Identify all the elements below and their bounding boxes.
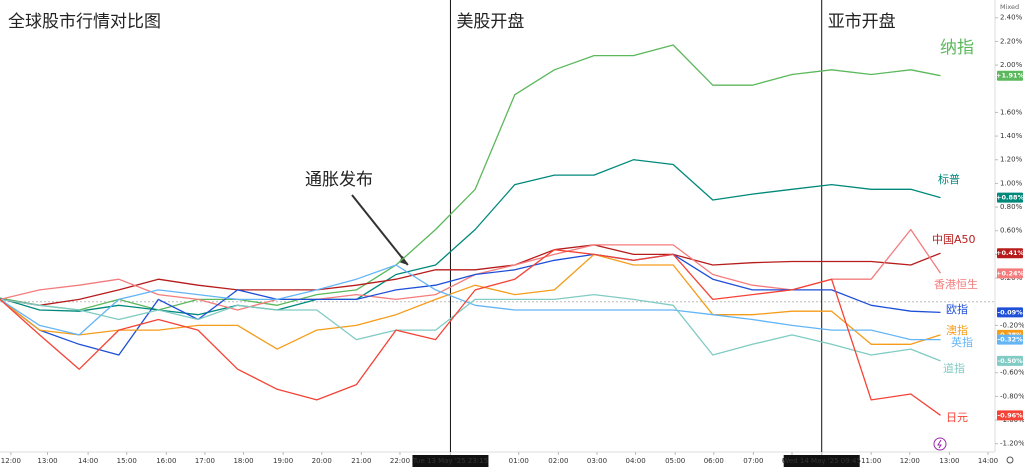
x-tick-highlight	[412, 455, 489, 467]
y-tick-label: 1.00%	[1000, 179, 1023, 187]
value-badge	[997, 334, 1023, 345]
x-tick-label: 11:00	[861, 457, 881, 465]
y-tick-label: -0.60%	[1000, 369, 1024, 377]
series-name: 欧指	[946, 302, 968, 316]
x-tick-label: 12:00	[1, 457, 21, 465]
y-tick-label: 1.40%	[1000, 132, 1023, 140]
x-tick-label: 06:00	[704, 457, 724, 465]
x-tick-label: 19:00	[273, 457, 293, 465]
x-tick-label: 05:00	[665, 457, 685, 465]
x-tick-label: 16:00	[156, 457, 176, 465]
value-badge-label: -0.32%	[997, 336, 1023, 344]
series-name: 标普	[938, 172, 960, 186]
x-tick-label: 04:00	[625, 457, 645, 465]
y-tick-label: 2.40%	[1000, 14, 1023, 22]
series-line	[0, 293, 941, 362]
alert-icon[interactable]	[933, 437, 947, 451]
value-badge	[997, 410, 1023, 421]
x-tick-label: 03:00	[587, 457, 607, 465]
x-tick-label: 12:00	[900, 457, 920, 465]
x-tick-label: 17:00	[195, 457, 215, 465]
value-badge	[997, 355, 1023, 366]
value-badge-label: -0.50%	[997, 357, 1023, 365]
value-badge-label: +1.91%	[996, 72, 1024, 80]
scale-mode: Mixed	[1000, 3, 1019, 11]
value-badge-label: +0.24%	[996, 269, 1024, 277]
y-tick-label: -0.20%	[1000, 321, 1024, 329]
series-name: 日元	[946, 411, 968, 424]
x-tick-label: 22:00	[390, 457, 410, 465]
x-tick-label: 13:00	[939, 457, 959, 465]
y-tick-label: -0.80%	[1000, 392, 1024, 400]
series-line	[0, 253, 941, 350]
series-name: 纳指	[940, 38, 974, 58]
y-tick-label: 0.80%	[1000, 203, 1023, 211]
y-tick-label: 2.20%	[1000, 37, 1023, 45]
x-tick-label: 14:00	[78, 457, 98, 465]
x-tick-label: 15:00	[117, 457, 137, 465]
value-badge	[997, 307, 1023, 318]
series-line	[0, 249, 941, 416]
x-tick-label: Tue 13 May '25 23:15	[412, 457, 488, 465]
x-tick-label: 14:00	[978, 457, 998, 465]
value-badge-label: +0.88%	[996, 194, 1024, 202]
x-tick-label: Wed 14 May '25 09:45	[782, 457, 861, 465]
series-name: 英指	[951, 335, 973, 349]
series-line	[0, 264, 941, 341]
series-name: 道指	[943, 361, 965, 375]
series-name: 澳指	[946, 323, 968, 337]
value-badge-label: +0.41%	[996, 249, 1024, 257]
x-tick-highlight	[783, 455, 860, 467]
value-badge	[997, 268, 1023, 279]
x-tick-label: 18:00	[233, 457, 253, 465]
series-name: 香港恒生	[934, 277, 978, 291]
value-badge	[997, 70, 1023, 81]
value-badge	[997, 192, 1023, 203]
event-label: 美股开盘	[456, 12, 524, 32]
value-badge	[997, 248, 1023, 259]
x-tick-label: 21:00	[351, 457, 371, 465]
x-tick-label: 13:00	[37, 457, 57, 465]
y-tick-label: 1.60%	[1000, 108, 1023, 116]
value-badge-label: -0.09%	[997, 308, 1023, 316]
chart-title: 全球股市行情对比图	[8, 12, 161, 32]
y-tick-label: 2.00%	[1000, 61, 1023, 69]
x-tick-label: 20:00	[312, 457, 332, 465]
settings-icon[interactable]	[1006, 456, 1014, 464]
series-line	[0, 244, 941, 306]
x-tick-label: 07:00	[743, 457, 763, 465]
event-arrow	[351, 194, 409, 266]
event-arrowhead	[398, 256, 408, 266]
event-label: 通胀发布	[305, 170, 373, 190]
alert-icon-bolt	[937, 439, 942, 449]
y-tick-label: -1.20%	[1000, 440, 1024, 448]
series-name: 中国A50	[932, 233, 976, 246]
y-tick-label: 0.60%	[1000, 227, 1023, 235]
y-tick-label: 1.20%	[1000, 156, 1023, 164]
x-tick-label: 02:00	[548, 457, 568, 465]
value-badge-label: -0.96%	[997, 411, 1023, 419]
event-label: 亚市开盘	[828, 12, 896, 32]
x-tick-label: 01:00	[509, 457, 529, 465]
